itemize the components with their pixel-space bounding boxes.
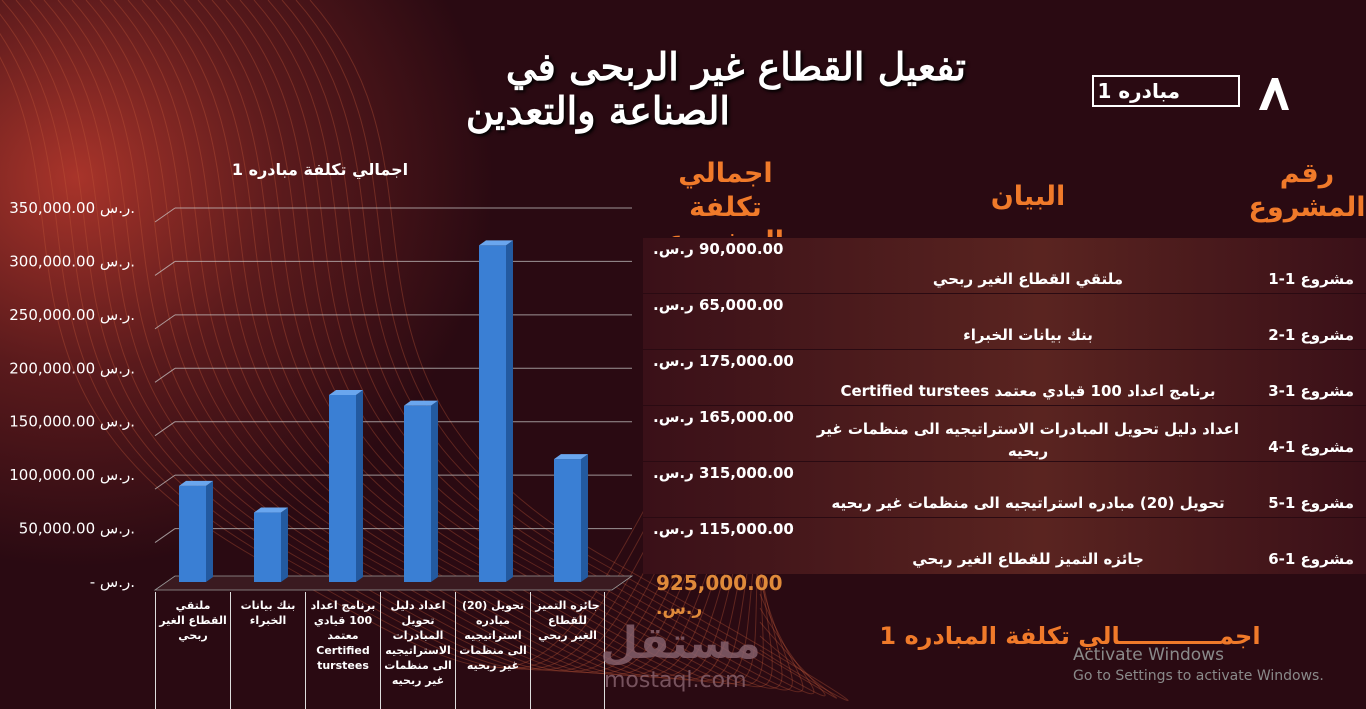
row-cost: 165,000.00 ر.س.	[653, 408, 794, 426]
gridline	[154, 367, 176, 383]
gridline	[154, 261, 176, 276]
table-row: 65,000.00 ر.س. بنك بيانات الخبراء مشروع 1-…	[643, 293, 1366, 350]
x-tick-label: اعداد دليل تحويل المبادرات الاستراتيجيه …	[380, 592, 455, 709]
y-tick-label: 200,000.00 ر.س.	[9, 359, 135, 377]
row-description: اعداد دليل تحويل المبادرات الاستراتيجيه …	[816, 420, 1240, 460]
y-tick-label: 100,000.00 ر.س.	[9, 466, 135, 484]
row-cost: 175,000.00 ر.س.	[653, 352, 794, 370]
row-description: تحويل (20) مبادره استراتيجيه الى منظمات …	[831, 494, 1225, 512]
bar-chart: 350,000.00 ر.س. 300,000.00 ر.س. 250,000.00…	[9, 199, 634, 591]
page-title-line-2: الصناعة والتعدين	[465, 88, 730, 133]
header-number: رقم المشروع	[1248, 158, 1366, 223]
bar	[254, 507, 288, 582]
x-tick-label: بنك بيانات الخبراء	[230, 592, 305, 709]
bar	[479, 240, 513, 582]
row-cost: 315,000.00 ر.س.	[653, 464, 794, 482]
gridline	[154, 207, 176, 223]
activate-windows-title: Activate Windows	[1073, 645, 1224, 665]
table-row: 90,000.00 ر.س. ملتقي القطاع الغير ربحي مشر…	[643, 237, 1366, 294]
table-row: 115,000.00 ر.س. جائزه التميز للقطاع الغير…	[643, 517, 1366, 574]
row-cost: 115,000.00 ر.س.	[653, 520, 794, 538]
watermark-arabic: مستقل	[600, 618, 761, 669]
bar	[404, 400, 438, 582]
chart-title: اجمالي تكلفة مبادره 1	[231, 160, 409, 179]
row-number: مشروع 1-2	[1268, 326, 1354, 344]
table-row: 175,000.00 ر.س. برنامج اعداد 100 قيادي مع…	[643, 349, 1366, 406]
x-tick-label: برنامج اعداد 100 قيادي معتمد Certified t…	[305, 592, 380, 709]
activate-windows-subtitle: Go to Settings to activate Windows.	[1073, 668, 1324, 684]
total-cost-value: 925,000.00 ر.س.	[656, 571, 783, 619]
y-tick-label: 250,000.00 ر.س.	[9, 306, 135, 324]
x-tick-label: جائزه التميز للقطاع الغير ربحي	[530, 592, 605, 709]
gridline	[154, 421, 176, 437]
bar	[179, 480, 213, 582]
y-tick-label: 50,000.00 ر.س.	[19, 520, 135, 538]
row-description: برنامج اعداد 100 قيادي معتمد Certified t…	[840, 382, 1216, 400]
bar	[554, 454, 588, 582]
page-title-line-1: تفعيل القطاع غير الربحى في	[505, 44, 966, 89]
y-tick-label: - ر.س.	[90, 573, 135, 591]
x-tick-label: ملتقي القطاع الغير ربحي	[155, 592, 230, 709]
y-tick-label: 300,000.00 ر.س.	[9, 252, 135, 270]
row-cost: 65,000.00 ر.س.	[653, 296, 784, 314]
row-description: بنك بيانات الخبراء	[963, 326, 1093, 344]
row-description: ملتقي القطاع الغير ربحي	[932, 270, 1124, 288]
row-number: مشروع 1-4	[1268, 438, 1354, 456]
y-tick-label: 350,000.00 ر.س.	[9, 199, 135, 217]
row-number: مشروع 1-3	[1268, 382, 1354, 400]
row-description: جائزه التميز للقطاع الغير ربحي	[912, 550, 1144, 568]
gridline	[154, 528, 176, 543]
gridline	[154, 474, 176, 490]
row-number: مشروع 1-5	[1268, 494, 1354, 512]
row-cost: 90,000.00 ر.س.	[653, 240, 784, 258]
table-row: 315,000.00 ر.س. تحويل (20) مبادره استراتي…	[643, 461, 1366, 518]
watermark-latin: mostaql.com	[604, 668, 747, 693]
x-tick-label: تحويل (20) مبادره استراتيجيه الى منظمات …	[455, 592, 530, 709]
gridline	[154, 314, 176, 330]
y-tick-label: 150,000.00 ر.س.	[9, 413, 135, 431]
initiative-badge: مبادره 1	[1092, 75, 1240, 107]
row-number: مشروع 1-1	[1268, 270, 1354, 288]
bar	[329, 390, 363, 582]
header-cost: اجمالي تكلفة المشروع	[667, 158, 784, 257]
row-number: مشروع 1-6	[1268, 550, 1354, 568]
logo-icon	[1259, 78, 1289, 110]
total-cost-label: اجمــــــــــــالي تكلفة المبادره 1	[879, 622, 1261, 650]
header-description: البيان	[990, 181, 1066, 212]
table-row: 165,000.00 ر.س. اعداد دليل تحويل المبادرا…	[643, 405, 1366, 462]
